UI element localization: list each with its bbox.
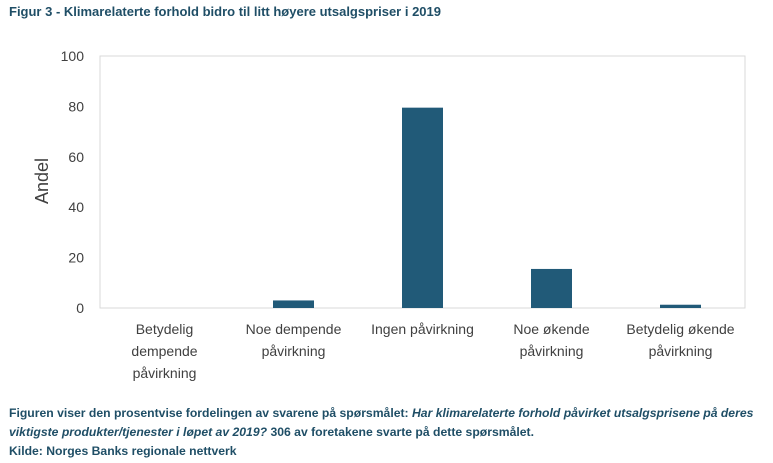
y-tick-label: 60	[68, 149, 84, 165]
x-tick-label: Noe dempende påvirkning	[246, 321, 342, 359]
y-tick-label: 40	[68, 199, 84, 215]
x-tick-label: Betydelig økende påvirkning	[626, 321, 734, 359]
figure-title: Figur 3 - Klimarelaterte forhold bidro t…	[9, 4, 441, 19]
caption-description: Figuren viser den prosentvise fordelinge…	[9, 404, 769, 442]
figure-caption: Figuren viser den prosentvise fordelinge…	[9, 404, 769, 461]
bar	[660, 304, 701, 308]
y-axis-title: Andel	[32, 158, 52, 204]
bar	[402, 107, 443, 308]
caption-question: Har klimarelaterte forhold påvirket utsa…	[9, 406, 754, 439]
bar-chart: 0 20 40 60 80 100 Andel Betydelig dempende påvi…	[32, 48, 746, 381]
caption-responses: 306 av foretakene svarte på dette spørsm…	[267, 425, 534, 439]
x-tick-label: Betydelig dempende påvirkning	[131, 321, 197, 381]
caption-source: Kilde: Norges Banks regionale nettverk	[9, 444, 237, 458]
x-tick-label: Noe økende påvirkning	[513, 321, 589, 359]
bar	[531, 268, 572, 308]
y-axis: 0 20 40 60 80 100	[61, 48, 85, 316]
x-axis: Betydelig dempende påvirkning Noe dempende p…	[131, 321, 734, 381]
y-tick-label: 100	[61, 48, 85, 64]
bars	[273, 107, 701, 308]
caption-intro: Figuren viser den prosentvise fordelinge…	[9, 406, 412, 420]
bar	[273, 300, 314, 308]
y-tick-label: 0	[76, 300, 84, 316]
y-tick-label: 20	[68, 250, 84, 266]
x-tick-label: Ingen påvirkning	[371, 321, 474, 337]
y-tick-label: 80	[68, 98, 84, 114]
